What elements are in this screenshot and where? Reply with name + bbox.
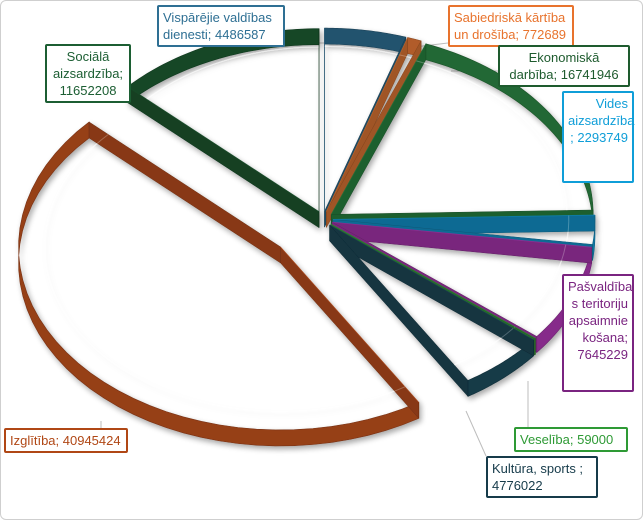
- label-sociala-aizsardziba: Sociālā aizsardzība; 11652208: [45, 44, 131, 103]
- label-vispareje-valdibas-dienesti: Vispārējie valdības dienesti; 4486587: [157, 5, 285, 47]
- label-sabiedriska-kartiba: Sabiedriskā kārtība un drošība; 772689: [448, 5, 574, 47]
- pie-slice-7: [18, 121, 420, 447]
- label-izglitiba: Izglītība; 40945424: [4, 428, 128, 453]
- pie-slices: [18, 27, 596, 447]
- label-vides-aizsardziba: Vides aizsardzība ; 2293749: [562, 91, 634, 183]
- label-ekonomiska-darbiba: Ekonomiskā darbība; 16741946: [498, 45, 630, 87]
- leader-line-6: [465, 410, 487, 457]
- pie-slice-6: [329, 224, 534, 398]
- label-kultura-sports: Kultūra, sports ; 4776022: [486, 456, 598, 498]
- label-veseliba: Veselība; 59000: [514, 427, 628, 452]
- pie-slice-8: [127, 28, 320, 229]
- label-pasvaldiba-teritoriju: Pašvaldība s teritoriju apsaimnie košana…: [562, 274, 634, 392]
